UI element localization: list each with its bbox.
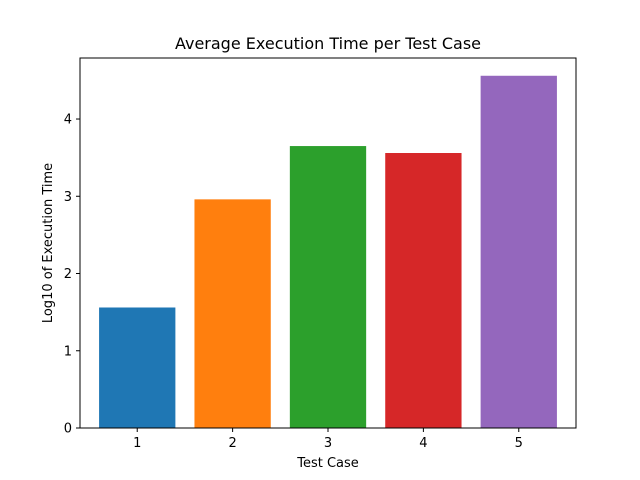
x-axis-ticks: 1 2 3 4 5 bbox=[133, 428, 523, 451]
bar-case-3 bbox=[289, 146, 367, 428]
y-tick-label: 4 bbox=[64, 113, 72, 128]
bar-case-5 bbox=[480, 75, 557, 429]
bar-case-2 bbox=[194, 199, 271, 428]
y-tick-label: 3 bbox=[64, 190, 72, 205]
x-tick-label: 2 bbox=[228, 436, 236, 451]
bar-case-4 bbox=[385, 153, 462, 428]
y-axis-label: Log10 of Execution Time bbox=[41, 163, 56, 323]
plot-frame bbox=[79, 57, 577, 429]
bars-group bbox=[99, 75, 557, 429]
y-tick-label: 1 bbox=[64, 344, 72, 359]
x-tick-label: 1 bbox=[133, 436, 141, 451]
bar-case-1 bbox=[99, 307, 176, 428]
y-tick-label: 2 bbox=[64, 267, 72, 282]
x-axis-label: Test Case bbox=[296, 456, 359, 471]
chart-title: Average Execution Time per Test Case bbox=[175, 34, 481, 53]
y-axis-ticks: 0 1 2 3 4 bbox=[64, 113, 80, 437]
y-tick-label: 0 bbox=[64, 422, 72, 437]
x-tick-label: 5 bbox=[515, 436, 523, 451]
x-tick-label: 4 bbox=[419, 436, 427, 451]
x-tick-label: 3 bbox=[324, 436, 332, 451]
